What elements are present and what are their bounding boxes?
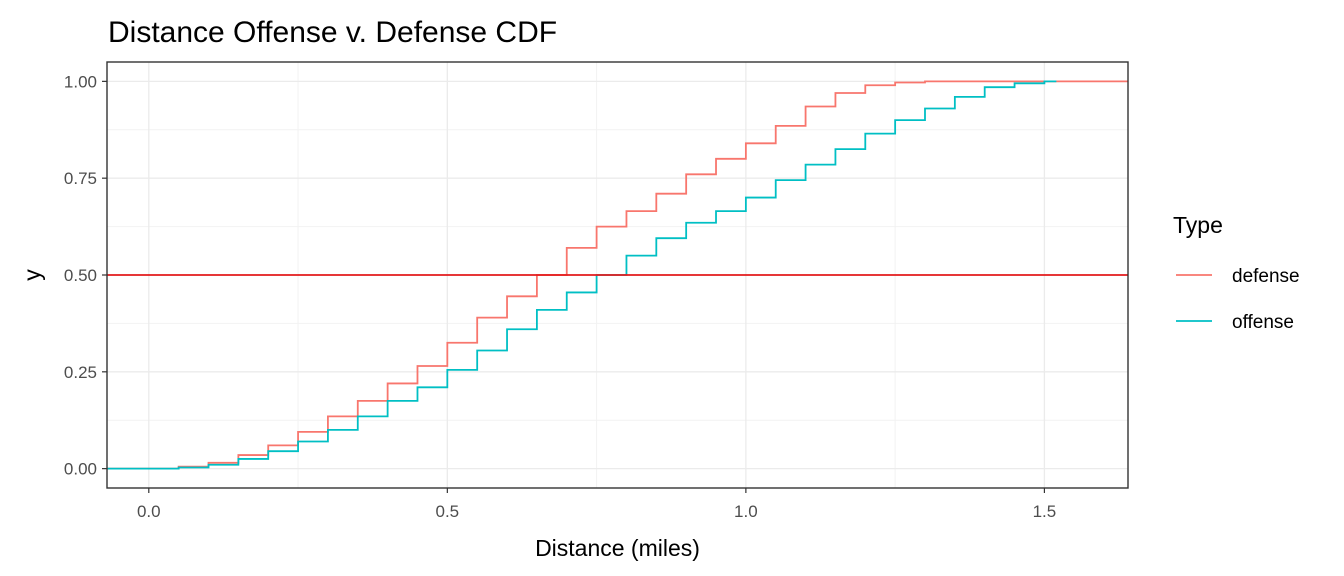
legend-title: Type <box>1173 212 1223 238</box>
x-tick-label: 0.5 <box>436 502 460 521</box>
x-tick-label: 1.5 <box>1033 502 1057 521</box>
y-tick-label: 0.75 <box>64 169 97 188</box>
y-axis-title: y <box>19 269 45 281</box>
x-axis-title: Distance (miles) <box>535 535 700 561</box>
y-tick-label: 0.25 <box>64 363 97 382</box>
legend: Type defense offense <box>1173 212 1300 333</box>
x-tick-label: 1.0 <box>734 502 758 521</box>
y-tick-label: 0.50 <box>64 266 97 285</box>
chart-title: Distance Offense v. Defense CDF <box>108 16 557 49</box>
y-tick-label: 0.00 <box>64 460 97 479</box>
y-axis-ticks: 0.00 0.25 0.50 0.75 1.00 <box>64 72 107 479</box>
x-tick-label: 0.0 <box>137 502 161 521</box>
y-tick-label: 1.00 <box>64 72 97 91</box>
x-axis-ticks: 0.0 0.5 1.0 1.5 <box>137 488 1056 521</box>
series-line-defense <box>107 80 1128 470</box>
legend-label-defense: defense <box>1232 266 1300 287</box>
legend-label-offense: offense <box>1232 312 1294 333</box>
